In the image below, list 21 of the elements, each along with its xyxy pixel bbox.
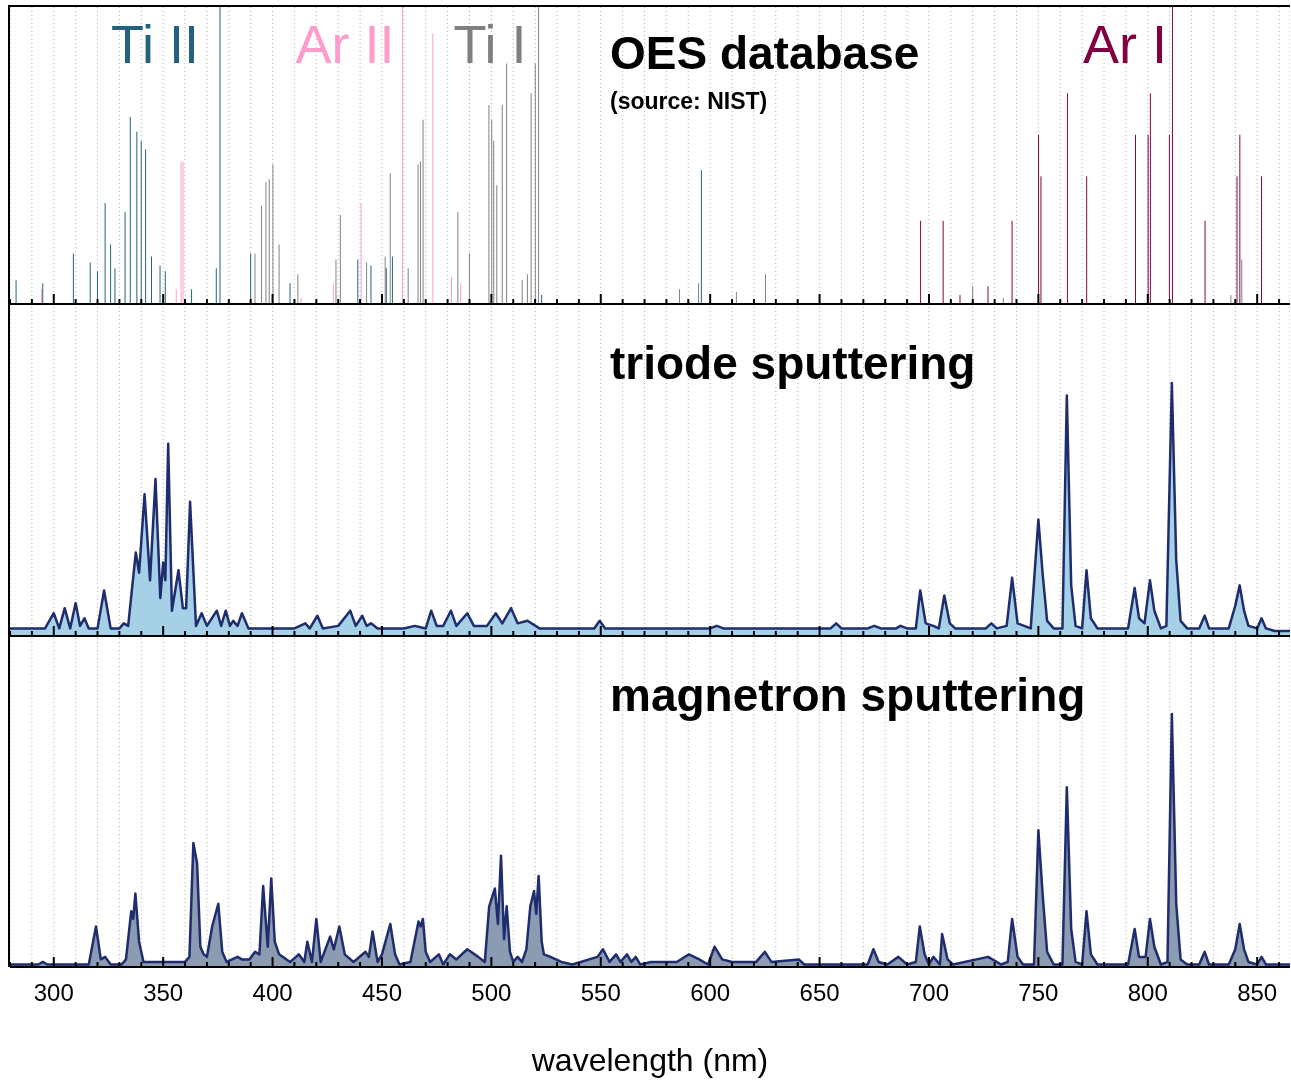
- x-tick-label: 600: [690, 979, 731, 1006]
- x-tick-label: 300: [33, 979, 74, 1006]
- series-label: Ti I: [453, 14, 527, 74]
- x-tick-label: 350: [143, 979, 184, 1006]
- text: (source: NIST): [610, 88, 768, 114]
- series-label: Ar II: [295, 14, 395, 74]
- x-tick-label: 750: [1018, 979, 1059, 1006]
- x-tick-label: 700: [908, 979, 949, 1006]
- x-axis-title: wavelength (nm): [530, 1042, 769, 1078]
- chart-title: OES database: [610, 27, 920, 79]
- x-tick-label: 800: [1127, 979, 1168, 1006]
- chart-title: magnetron sputtering: [610, 669, 1086, 721]
- x-tick-label: 450: [361, 979, 402, 1006]
- x-tick-label: 500: [471, 979, 512, 1006]
- x-tick-label: 650: [799, 979, 840, 1006]
- series-label: Ti II: [111, 14, 199, 74]
- x-tick-label: 850: [1237, 979, 1278, 1006]
- x-tick-label: 550: [580, 979, 621, 1006]
- x-tick-label: 400: [252, 979, 293, 1006]
- chart-title: triode sputtering: [610, 337, 976, 389]
- series-label: Ar I: [1082, 14, 1168, 74]
